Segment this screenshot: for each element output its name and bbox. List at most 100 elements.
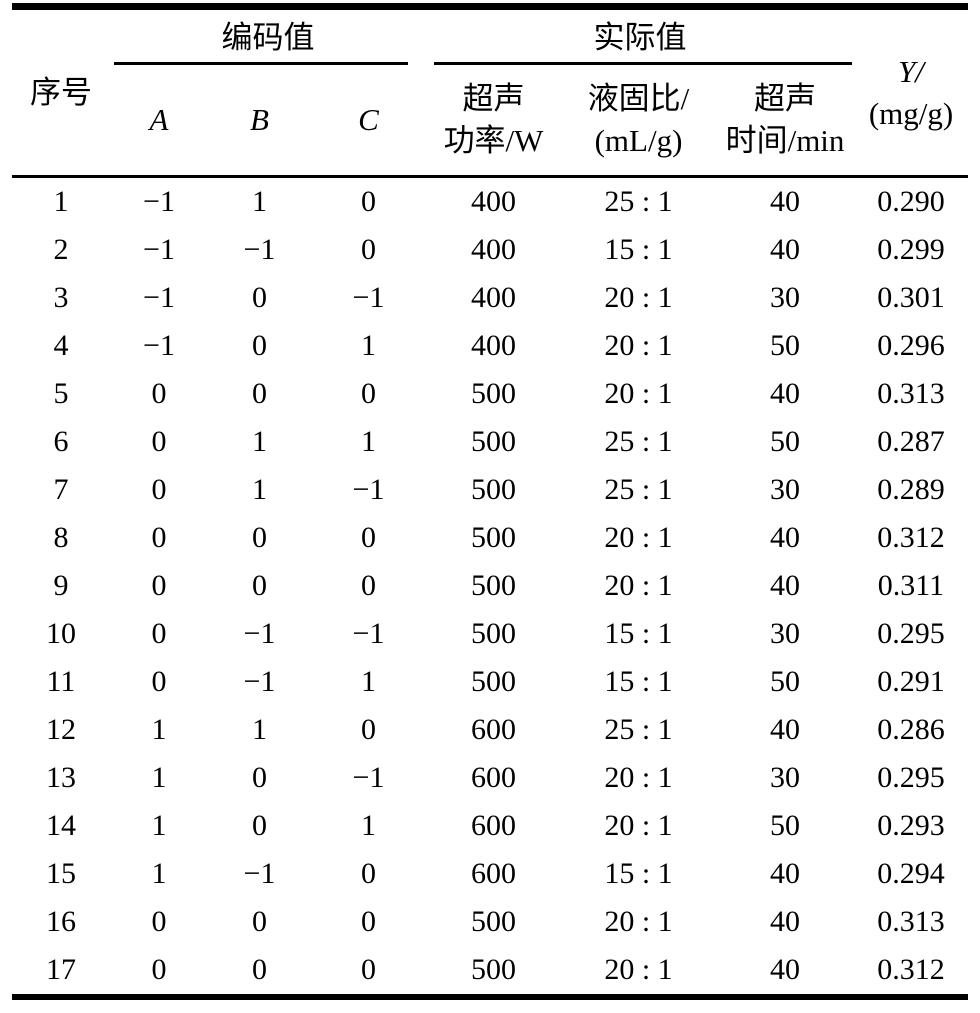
cell-power: 500 bbox=[471, 953, 516, 986]
cell-ratio: 20 : 1 bbox=[604, 905, 673, 938]
cell-c: −1 bbox=[352, 761, 385, 794]
cell-b: 1 bbox=[252, 473, 267, 506]
cell-power: 500 bbox=[471, 617, 516, 650]
cell-power: 600 bbox=[471, 809, 516, 842]
cell-power: 400 bbox=[471, 329, 516, 362]
cell-c: 0 bbox=[361, 185, 376, 218]
cell-a: 0 bbox=[151, 473, 167, 506]
cell-ratio: 20 : 1 bbox=[604, 761, 673, 794]
table-row: 14 1 0 1 600 20 : 1 50 0.293 bbox=[12, 802, 968, 850]
cell-power: 500 bbox=[471, 425, 516, 458]
cell-a: 1 bbox=[151, 761, 167, 794]
cell-serial: 15 bbox=[46, 857, 76, 890]
table-row: 3 −1 0 −1 400 20 : 1 30 0.301 bbox=[12, 274, 968, 322]
cell-y: 0.301 bbox=[877, 281, 945, 314]
table-row: 6 0 1 1 500 25 : 1 50 0.287 bbox=[12, 418, 968, 466]
table-row: 7 0 1 −1 500 25 : 1 30 0.289 bbox=[12, 466, 968, 514]
cell-serial: 16 bbox=[46, 905, 76, 938]
table-row: 10 0 −1 −1 500 15 : 1 30 0.295 bbox=[12, 610, 968, 658]
cell-b: 0 bbox=[252, 953, 267, 986]
table-row: 8 0 0 0 500 20 : 1 40 0.312 bbox=[12, 514, 968, 562]
cell-a: −1 bbox=[143, 329, 175, 362]
cell-time: 40 bbox=[770, 233, 800, 266]
col-header-ultrasonic-power: 超声 功率/W bbox=[426, 65, 561, 178]
col-header-ratio-line1: 液固比/ bbox=[587, 81, 690, 117]
cell-y: 0.295 bbox=[877, 761, 945, 794]
cell-y: 0.296 bbox=[877, 329, 945, 362]
cell-time: 40 bbox=[770, 905, 800, 938]
cell-time: 50 bbox=[770, 425, 800, 458]
cell-b: 0 bbox=[252, 281, 267, 314]
cell-ratio: 20 : 1 bbox=[604, 953, 673, 986]
cell-a: 0 bbox=[151, 953, 167, 986]
cell-a: 0 bbox=[151, 377, 167, 410]
cell-time: 30 bbox=[770, 617, 800, 650]
cell-ratio: 25 : 1 bbox=[604, 185, 673, 218]
col-header-ultrasonic-time: 超声 时间/min bbox=[716, 65, 854, 178]
cell-time: 30 bbox=[770, 761, 800, 794]
cell-ratio: 25 : 1 bbox=[604, 425, 673, 458]
cell-serial: 4 bbox=[53, 329, 69, 362]
cell-c: 0 bbox=[361, 953, 376, 986]
header-group-row: 序号 编码值 实际值 Y/ (mg/g) bbox=[12, 6, 968, 178]
cell-serial: 9 bbox=[53, 569, 69, 602]
cell-power: 500 bbox=[471, 473, 516, 506]
cell-serial: 8 bbox=[53, 521, 69, 554]
col-header-serial: 序号 bbox=[12, 6, 110, 178]
cell-serial: 5 bbox=[53, 377, 69, 410]
cell-time: 40 bbox=[770, 569, 800, 602]
cell-serial: 1 bbox=[53, 185, 69, 218]
cell-a: 0 bbox=[151, 905, 167, 938]
cell-power: 600 bbox=[471, 761, 516, 794]
cell-power: 500 bbox=[471, 569, 516, 602]
cell-ratio: 20 : 1 bbox=[604, 809, 673, 842]
cell-time: 50 bbox=[770, 329, 800, 362]
cell-a: −1 bbox=[143, 233, 175, 266]
cell-a: −1 bbox=[143, 185, 175, 218]
cell-c: −1 bbox=[352, 617, 385, 650]
table-row: 4 −1 0 1 400 20 : 1 50 0.296 bbox=[12, 322, 968, 370]
cell-y: 0.286 bbox=[877, 713, 945, 746]
cell-ratio: 25 : 1 bbox=[604, 473, 673, 506]
cell-b: 0 bbox=[252, 569, 267, 602]
cell-power: 500 bbox=[471, 377, 516, 410]
cell-power: 500 bbox=[471, 521, 516, 554]
cell-a: 0 bbox=[151, 617, 167, 650]
group-header-actual-label: 实际值 bbox=[593, 19, 687, 55]
cell-c: 1 bbox=[361, 425, 376, 458]
cell-c: −1 bbox=[352, 473, 385, 506]
cell-c: 0 bbox=[361, 713, 376, 746]
col-header-a: A bbox=[110, 65, 208, 178]
table-row: 15 1 −1 0 600 15 : 1 40 0.294 bbox=[12, 850, 968, 898]
cell-b: −1 bbox=[243, 233, 276, 266]
col-header-time-line2: 时间/min bbox=[725, 123, 845, 158]
cell-power: 500 bbox=[471, 905, 516, 938]
cell-c: −1 bbox=[352, 281, 385, 314]
cell-power: 400 bbox=[471, 185, 516, 218]
cell-a: 1 bbox=[151, 713, 167, 746]
cell-b: 0 bbox=[252, 761, 267, 794]
cell-serial: 13 bbox=[46, 761, 76, 794]
col-header-liquid-solid-ratio: 液固比/ (mL/g) bbox=[561, 65, 716, 178]
cell-ratio: 20 : 1 bbox=[604, 569, 673, 602]
cell-power: 400 bbox=[471, 233, 516, 266]
cell-b: −1 bbox=[243, 857, 276, 890]
group-header-coded-label: 编码值 bbox=[221, 19, 315, 55]
cell-serial: 14 bbox=[46, 809, 76, 842]
cell-power: 600 bbox=[471, 857, 516, 890]
cell-b: −1 bbox=[243, 617, 276, 650]
table-row: 12 1 1 0 600 25 : 1 40 0.286 bbox=[12, 706, 968, 754]
group-header-coded-values: 编码值 bbox=[110, 7, 426, 65]
cell-power: 400 bbox=[471, 281, 516, 314]
cell-time: 40 bbox=[770, 185, 800, 218]
cell-y: 0.313 bbox=[877, 905, 945, 938]
cell-b: 1 bbox=[252, 713, 267, 746]
table-row: 11 0 −1 1 500 15 : 1 50 0.291 bbox=[12, 658, 968, 706]
cell-time: 40 bbox=[770, 713, 800, 746]
cell-time: 40 bbox=[770, 377, 800, 410]
col-header-ratio-line2: (mL/g) bbox=[594, 123, 683, 158]
cell-y: 0.293 bbox=[877, 809, 945, 842]
cell-b: 0 bbox=[252, 905, 267, 938]
table-row: 5 0 0 0 500 20 : 1 40 0.313 bbox=[12, 370, 968, 418]
